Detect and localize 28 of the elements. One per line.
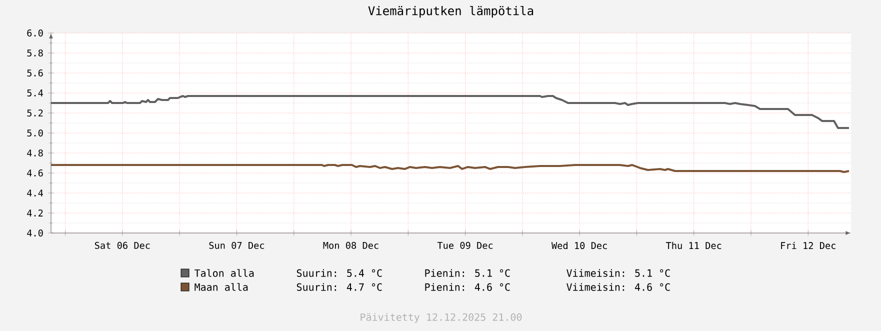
x-tick-label: Mon 08 Dec xyxy=(323,242,378,249)
x-tick-label: Sat 06 Dec xyxy=(94,242,150,249)
text: Pienin: 5.1 °C xyxy=(425,269,510,277)
x-tick-label: Tue 09 Dec xyxy=(437,242,493,249)
y-tick-label: 4.2 xyxy=(27,210,43,216)
text: Viimeisin: 5.1 °C xyxy=(566,269,670,277)
y-tick-label: 6.0 xyxy=(27,29,43,37)
y-tick-label: 4.4 xyxy=(27,190,44,196)
text: Päivitetty 12.12.2025 21.00 xyxy=(360,313,522,323)
y-tick-label: 5.8 xyxy=(27,49,43,57)
legend-label: Maan alla xyxy=(194,283,248,291)
legend-label: Talon alla xyxy=(194,269,254,277)
x-tick-label: Thu 11 Dec xyxy=(666,242,722,250)
y-tick-label: 5.0 xyxy=(27,129,43,137)
y-tick-label: 4.0 xyxy=(27,229,43,237)
text: Pienin: 4.6 °C xyxy=(425,283,510,291)
x-tick-label: Wed 10 Dec xyxy=(551,242,607,250)
x-tick-label: Fri 12 Dec xyxy=(781,242,836,250)
text: Suurin: 5.4 °C xyxy=(296,269,382,277)
y-tick-label: 4.6 xyxy=(27,169,43,177)
text: Suurin: 4.7 °C xyxy=(296,283,382,291)
y-tick-label: 4.8 xyxy=(27,149,43,157)
x-tick-label: Sun 07 Dec xyxy=(209,242,264,249)
chart-title: Viemäriputken lämpötila xyxy=(368,6,534,18)
text: Viimeisin: 4.6 °C xyxy=(566,283,670,291)
y-tick-label: 5.4 xyxy=(27,90,44,96)
y-tick-label: 5.2 xyxy=(27,109,43,117)
y-tick-label: 5.6 xyxy=(27,69,43,77)
